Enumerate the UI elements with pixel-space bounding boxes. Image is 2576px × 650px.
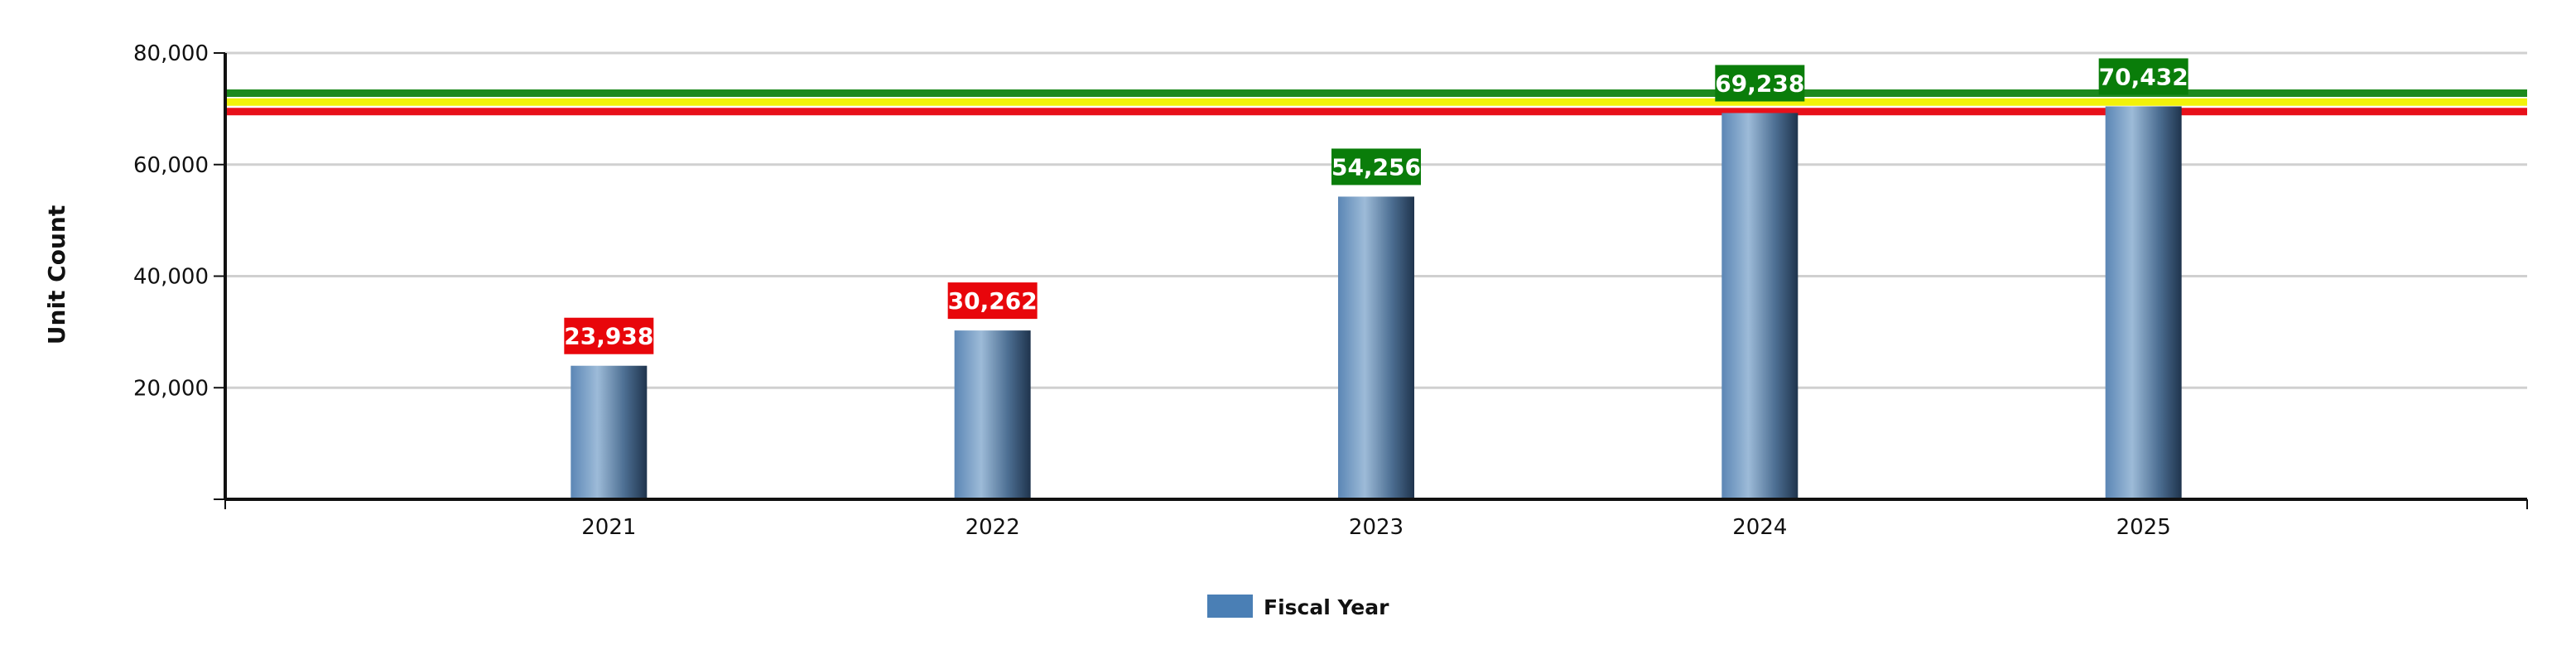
threshold-lines	[225, 89, 2527, 116]
data-labels: 23,938 30,262 54,256 69,238 70,432	[564, 58, 2188, 354]
x-tick-label-2021: 2021	[581, 515, 636, 540]
data-label-box	[564, 317, 654, 354]
x-tick-label-2024: 2024	[1732, 515, 1787, 540]
bar-2025	[2105, 106, 2182, 499]
x-tick-label-2023: 2023	[1349, 515, 1404, 540]
data-label-text: 30,262	[948, 287, 1038, 315]
y-tick-label-1: 40,000	[133, 265, 209, 290]
bar-2021	[571, 365, 648, 499]
x-tick-labels: 2021 2022 2023 2024 2025	[581, 515, 2171, 540]
x-tick-label-2022: 2022	[965, 515, 1020, 540]
bar-2023	[1338, 196, 1414, 499]
data-label-box	[947, 282, 1038, 320]
y-tick-labels: 20,000 40,000 60,000 80,000	[133, 41, 209, 401]
data-label-text: 23,938	[564, 323, 653, 350]
y-axis-title: Unit Count	[43, 205, 70, 344]
bar-2022	[954, 330, 1031, 499]
axes	[214, 52, 2528, 509]
y-tick-label-0: 20,000	[133, 376, 209, 401]
legend-label: Fiscal Year	[1264, 595, 1389, 619]
data-label-2022: 30,262	[947, 282, 1038, 320]
data-label-text: 69,238	[1715, 70, 1804, 98]
data-label-2025: 70,432	[2098, 58, 2188, 95]
data-label-box	[1715, 65, 1805, 102]
x-tick-label-2025: 2025	[2116, 515, 2171, 540]
y-tick-label-2: 60,000	[133, 153, 209, 178]
legend-swatch	[1207, 595, 1253, 618]
data-label-text: 54,256	[1331, 153, 1421, 181]
bars	[571, 106, 2182, 499]
data-label-2023: 54,256	[1331, 148, 1421, 185]
data-label-2021: 23,938	[564, 317, 654, 354]
data-label-2024: 69,238	[1715, 65, 1804, 102]
y-tick-label-3: 80,000	[133, 41, 209, 66]
legend: Fiscal Year	[1207, 595, 1389, 619]
data-label-text: 70,432	[2099, 63, 2188, 90]
bar-2024	[1721, 113, 1798, 499]
data-label-box	[1331, 148, 1421, 185]
data-label-box	[2098, 58, 2188, 95]
